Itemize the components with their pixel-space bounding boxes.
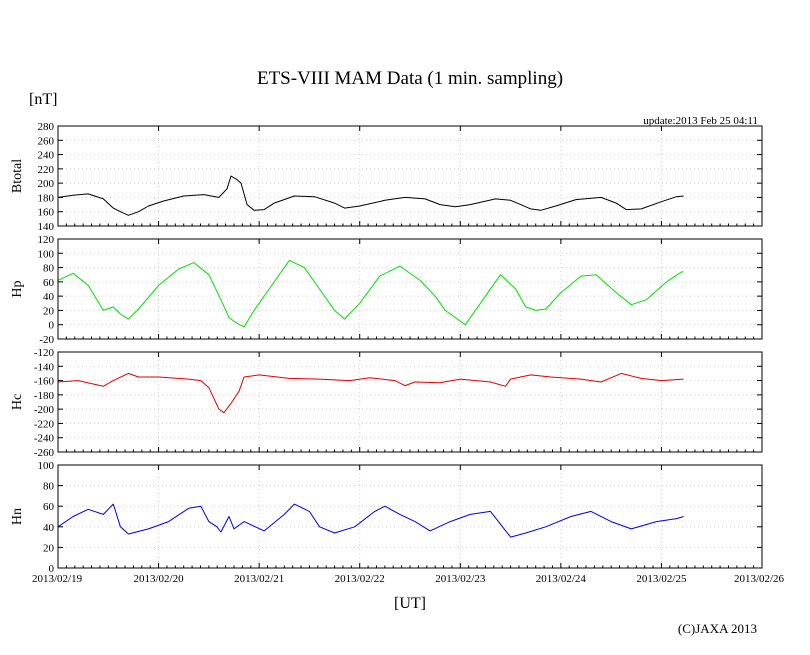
y-tick-label: 80 xyxy=(43,263,55,275)
y-tick-label: 220 xyxy=(38,164,55,176)
y-tick-label: 280 xyxy=(38,121,55,133)
y-tick-label: -20 xyxy=(39,334,54,346)
y-tick-label: 180 xyxy=(38,192,55,204)
y-tick-label: 200 xyxy=(38,178,55,190)
panel-frame xyxy=(57,238,763,340)
y-tick-label: -120 xyxy=(34,347,55,359)
y-tick-label: -220 xyxy=(34,418,55,430)
y-tick-label: 80 xyxy=(43,481,55,493)
y-tick-label: -180 xyxy=(34,390,55,402)
y-tick-label: 20 xyxy=(43,542,55,554)
series-line-hn xyxy=(57,503,684,538)
y-tick-label: 100 xyxy=(38,248,55,260)
x-tick-label: 2013/02/23 xyxy=(435,573,486,585)
y-tick-label: 100 xyxy=(38,460,55,472)
x-axis-ticks: 2013/02/19 2013/02/20 2013/02/21 2013/02/22… xyxy=(32,573,785,585)
x-axis-label: [UT] xyxy=(394,595,426,612)
y-tick-label: 0 xyxy=(49,320,55,332)
y-tick-label: -140 xyxy=(34,361,55,373)
panel-hp: -20 0 20 40 60 80 100 120 Hp xyxy=(10,234,763,346)
x-tick-label: 2013/02/26 xyxy=(734,573,785,585)
panel-btotal: 140 160 180 200 220 240 260 280 Btotal xyxy=(10,121,763,233)
panel-hn: 0 20 40 60 80 100 Hn xyxy=(10,460,763,575)
y-tick-label: 40 xyxy=(43,522,55,534)
y-tick-label: -240 xyxy=(34,433,55,445)
x-tick-label: 2013/02/24 xyxy=(536,573,587,585)
y-tick-label: 60 xyxy=(43,501,55,513)
y-tick-label: 240 xyxy=(38,150,55,162)
y-tick-label: -260 xyxy=(34,447,55,459)
y-tick-label: -200 xyxy=(34,404,55,416)
y-tick-label: 140 xyxy=(38,221,55,233)
series-line-hp xyxy=(57,259,684,328)
y-tick-label: 20 xyxy=(43,305,55,317)
panels-group: 140160180200220240260280Btotal-200204060… xyxy=(10,121,763,575)
panel-hc: -260 -240 -220 -200 -180 -160 -140 -120 Hc xyxy=(10,347,763,459)
y-tick-label: 0 xyxy=(49,563,55,575)
y-tick-label: 60 xyxy=(43,277,55,289)
y-tick-label: 160 xyxy=(38,207,55,219)
y-axis-label-btotal: Btotal xyxy=(10,159,25,193)
series-line-btotal xyxy=(57,175,684,216)
x-tick-label: 2013/02/21 xyxy=(234,573,284,585)
unit-label: [nT] xyxy=(29,91,57,108)
update-timestamp: update:2013 Feb 25 04:11 xyxy=(643,115,758,127)
x-tick-label: 2013/02/22 xyxy=(335,573,385,585)
panel-frame xyxy=(57,351,763,453)
y-tick-label: -160 xyxy=(34,376,55,388)
chart-title: ETS-VIII MAM Data (1 min. sampling) xyxy=(257,68,563,89)
y-tick-label: 120 xyxy=(38,234,55,246)
y-axis-label-hp: Hp xyxy=(10,280,25,297)
y-tick-label: 40 xyxy=(43,291,55,303)
x-tick-label: 2013/02/20 xyxy=(134,573,185,585)
x-tick-label: 2013/02/25 xyxy=(636,573,687,585)
y-axis-label-hn: Hn xyxy=(10,508,25,525)
copyright: (C)JAXA 2013 xyxy=(678,621,757,636)
y-axis-label-hc: Hc xyxy=(10,394,25,410)
series-line-hc xyxy=(57,372,684,414)
x-tick-label: 2013/02/19 xyxy=(32,573,83,585)
y-tick-label: 260 xyxy=(38,135,55,147)
panel-frame xyxy=(57,125,763,227)
panel-frame xyxy=(57,464,763,569)
